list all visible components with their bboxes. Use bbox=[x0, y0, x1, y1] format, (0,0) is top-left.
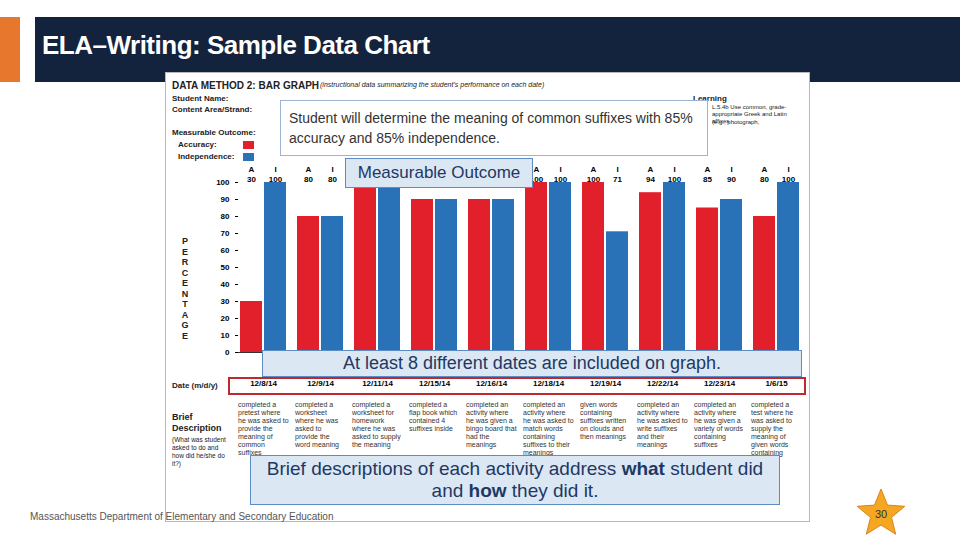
html-text:completed an activity where he: completed an activity where he was asked… bbox=[523, 401, 574, 456]
html-text:A: A bbox=[181, 309, 189, 320]
svg-text:I: I bbox=[559, 165, 561, 174]
html-text:G: G bbox=[181, 320, 189, 330]
svg-text:100: 100 bbox=[269, 175, 283, 184]
svg-text:A: A bbox=[591, 165, 597, 174]
html-text:Content Area/Strand:: Content Area/Strand: bbox=[172, 105, 253, 114]
html-text:Student Name:: Student Name: bbox=[172, 94, 229, 103]
html-text:completed a pretest where he w: completed a pretest where he was asked t… bbox=[238, 401, 289, 456]
svg-text:80: 80 bbox=[221, 212, 230, 221]
html-text:completed an activity where he: completed an activity where he was given… bbox=[466, 401, 517, 448]
svg-text:12/15/14: 12/15/14 bbox=[419, 379, 451, 388]
svg-text:30: 30 bbox=[875, 508, 887, 520]
html-text:Accuracy:: Accuracy: bbox=[178, 140, 217, 149]
svg-text:I: I bbox=[331, 165, 333, 174]
html-text:Learning: Learning bbox=[693, 94, 727, 103]
svg-text:12/9/14: 12/9/14 bbox=[307, 379, 334, 388]
svg-text:85: 85 bbox=[703, 175, 712, 184]
svg-text:30: 30 bbox=[221, 297, 230, 306]
html-text:At least 8 different dates are: At least 8 different dates are included … bbox=[343, 353, 721, 373]
svg-text:94: 94 bbox=[646, 175, 655, 184]
html-text:Measurable Outcome:: Measurable Outcome: bbox=[172, 128, 256, 137]
html-text:Brief descriptions of each act: Brief descriptions of each activity addr… bbox=[266, 458, 764, 501]
html-text:Student will determine the mea: Student will determine the meaning of co… bbox=[289, 110, 693, 146]
svg-text:A: A bbox=[249, 165, 255, 174]
svg-text:I: I bbox=[274, 165, 276, 174]
html-text:T: T bbox=[182, 299, 188, 309]
html-text:(What was student asked to do: (What was student asked to do and how di… bbox=[172, 436, 226, 467]
svg-text:12/19/14: 12/19/14 bbox=[590, 379, 622, 388]
svg-text:12/23/14: 12/23/14 bbox=[704, 379, 736, 388]
html-text:(e.g., photograph,: (e.g., photograph, bbox=[712, 119, 760, 125]
svg-text:A: A bbox=[306, 165, 312, 174]
svg-text:70: 70 bbox=[221, 229, 230, 238]
svg-text:I: I bbox=[730, 165, 732, 174]
html-text:E: E bbox=[182, 278, 188, 288]
svg-text:12/18/14: 12/18/14 bbox=[533, 379, 565, 388]
svg-text:I: I bbox=[673, 165, 675, 174]
svg-text:71: 71 bbox=[613, 175, 622, 184]
svg-text:I: I bbox=[787, 165, 789, 174]
html-text:P: P bbox=[182, 236, 188, 246]
svg-text:A: A bbox=[762, 165, 768, 174]
svg-text:100: 100 bbox=[216, 178, 230, 187]
svg-text:A: A bbox=[648, 165, 654, 174]
svg-text:12/16/14: 12/16/14 bbox=[476, 379, 508, 388]
html-text:given words containing suffixe: given words containing suffixes written … bbox=[580, 401, 627, 440]
svg-text:80: 80 bbox=[304, 175, 313, 184]
html-text:L.5.4b Use common, grade-appro: L.5.4b Use common, grade-appropriate Gre… bbox=[712, 104, 787, 124]
html-text:E: E bbox=[182, 246, 188, 257]
html-text:Date (m/d/y): Date (m/d/y) bbox=[172, 381, 218, 390]
svg-text:10: 10 bbox=[221, 331, 230, 340]
svg-text:12/22/14: 12/22/14 bbox=[647, 379, 679, 388]
html-text:E: E bbox=[182, 330, 188, 341]
html-text:completed an activity where he: completed an activity where he was asked… bbox=[637, 401, 688, 448]
html-text:Independence:: Independence: bbox=[178, 152, 235, 161]
svg-text:80: 80 bbox=[760, 175, 769, 184]
svg-text:100: 100 bbox=[668, 175, 682, 184]
html-text:R: R bbox=[181, 257, 189, 267]
svg-text:60: 60 bbox=[221, 246, 230, 255]
svg-text:30: 30 bbox=[247, 175, 256, 184]
svg-text:80: 80 bbox=[328, 175, 337, 184]
svg-text:100: 100 bbox=[587, 175, 601, 184]
svg-text:1/6/15: 1/6/15 bbox=[765, 379, 788, 388]
svg-text:100: 100 bbox=[782, 175, 796, 184]
svg-text:0: 0 bbox=[225, 348, 230, 357]
svg-text:90: 90 bbox=[727, 175, 736, 184]
html-text:completed a worksheet where he: completed a worksheet where he was asked… bbox=[295, 401, 339, 448]
svg-text:I: I bbox=[616, 165, 618, 174]
svg-text:20: 20 bbox=[221, 314, 230, 323]
html-text:C: C bbox=[181, 267, 189, 278]
svg-text:100: 100 bbox=[529, 175, 544, 185]
html-text:Massachusetts Department of El: Massachusetts Department of Elementary a… bbox=[30, 511, 334, 522]
svg-text:A: A bbox=[534, 165, 540, 174]
svg-text:40: 40 bbox=[221, 280, 230, 289]
html-text:ELA–Writing: Sample Data Chart: ELA–Writing: Sample Data Chart bbox=[42, 30, 430, 60]
html-text:completed a flap book which co: completed a flap book which contained 4 … bbox=[409, 401, 458, 432]
html-text:DATA METHOD 2: BAR GRAPH(instr: DATA METHOD 2: BAR GRAPH(instructional d… bbox=[172, 80, 545, 91]
svg-text:A: A bbox=[705, 165, 711, 174]
html-text:Brief Description: Brief Description bbox=[172, 412, 222, 433]
html-text:Measurable Outcome: Measurable Outcome bbox=[357, 163, 521, 182]
svg-text:12/11/14: 12/11/14 bbox=[362, 379, 393, 388]
svg-text:100: 100 bbox=[554, 175, 568, 184]
html-text:completed a test where he was: completed a test where he was asked to s… bbox=[751, 401, 793, 464]
html-text:completed a worksheet for home: completed a worksheet for homework where… bbox=[352, 401, 401, 448]
svg-text:90: 90 bbox=[221, 195, 230, 204]
html-text:completed an activity where he: completed an activity where he was given… bbox=[694, 401, 743, 448]
svg-text:50: 50 bbox=[221, 263, 230, 272]
svg-text:12/8/14: 12/8/14 bbox=[250, 379, 277, 388]
html-text:N: N bbox=[181, 288, 189, 299]
